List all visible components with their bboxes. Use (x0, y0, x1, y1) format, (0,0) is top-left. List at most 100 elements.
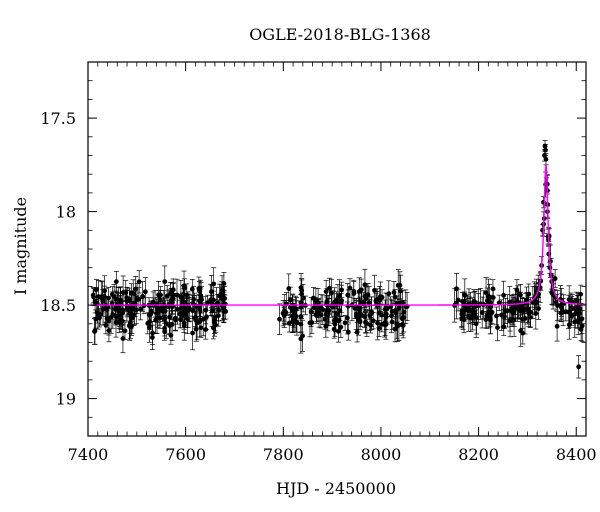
data-point (459, 311, 465, 317)
data-point (342, 320, 348, 326)
data-point (330, 304, 336, 310)
data-point (203, 327, 209, 332)
data-point (106, 328, 112, 333)
data-point (369, 309, 374, 314)
data-point (133, 307, 139, 313)
data-point (298, 300, 304, 306)
data-point (389, 313, 394, 319)
data-point (488, 317, 493, 323)
data-point (363, 296, 369, 302)
data-point (106, 295, 111, 301)
data-point (382, 307, 388, 312)
data-point (211, 281, 217, 287)
plot-frame (87, 61, 587, 437)
data-point (520, 330, 526, 336)
data-point (336, 318, 342, 323)
data-point (113, 319, 119, 325)
data-point (339, 287, 345, 293)
x-tick-label: 8000 (361, 445, 402, 464)
data-point (543, 147, 548, 153)
data-point (193, 315, 198, 320)
data-point (462, 292, 468, 298)
data-point (326, 307, 332, 313)
data-point (108, 314, 114, 320)
data-point (357, 319, 363, 325)
data-point (510, 310, 516, 316)
data-point (100, 307, 106, 312)
data-point (116, 309, 122, 315)
data-point (395, 323, 401, 329)
data-point (494, 313, 499, 319)
data-point (522, 315, 528, 321)
axis-ticks: 7400 7600 7800 8000 8200 8400 17.5 18 18.5 19 (40, 61, 597, 464)
data-point (170, 299, 175, 305)
data-point (113, 279, 119, 285)
data-point (173, 317, 178, 323)
data-point (181, 323, 187, 329)
data-point (104, 307, 109, 312)
data-point (93, 287, 99, 292)
data-point (379, 321, 385, 327)
data-point (146, 325, 152, 330)
x-tick-label: 7600 (165, 445, 206, 464)
data-point (501, 292, 507, 298)
data-point (338, 324, 344, 330)
data-point (323, 289, 329, 295)
data-point (368, 322, 373, 328)
y-tick-label: 17.5 (40, 109, 76, 128)
data-point (167, 323, 172, 329)
data-point (95, 312, 101, 317)
data-point (162, 279, 168, 285)
data-point (162, 308, 168, 314)
data-point (104, 316, 110, 322)
data-point (395, 282, 401, 288)
x-tick-label: 8200 (458, 445, 499, 464)
data-point (213, 322, 219, 328)
data-point (470, 307, 475, 313)
data-point (347, 285, 353, 291)
plot-area (90, 140, 586, 379)
data-point (363, 319, 368, 325)
x-axis-label: HJD - 2450000 (276, 479, 396, 498)
data-point (190, 308, 195, 314)
data-point (298, 321, 304, 327)
data-point (524, 297, 530, 303)
data-point (208, 297, 213, 303)
data-point (120, 336, 126, 341)
data-point (323, 311, 329, 317)
data-point (164, 293, 170, 299)
data-point (293, 314, 299, 319)
data-point (383, 311, 389, 317)
data-point (460, 298, 465, 304)
data-point (344, 315, 350, 321)
x-tick-label: 7400 (68, 445, 109, 464)
data-point (136, 296, 142, 302)
data-point (568, 312, 574, 317)
data-point (543, 156, 549, 162)
data-point (578, 327, 584, 332)
data-point (216, 313, 221, 318)
data-point (189, 286, 195, 292)
data-point (277, 316, 282, 322)
y-tick-label: 18 (56, 203, 76, 222)
data-point (122, 328, 128, 334)
data-point (197, 319, 203, 325)
data-point (124, 296, 130, 302)
data-point (466, 305, 472, 311)
data-point (356, 289, 362, 294)
data-point (345, 292, 351, 298)
data-point (372, 287, 377, 293)
model-curve (90, 164, 586, 306)
data-point (323, 323, 329, 329)
data-point (307, 320, 313, 326)
data-point (142, 289, 148, 295)
data-point (287, 305, 293, 310)
y-axis-label: I magnitude (11, 197, 30, 295)
y-tick-label: 18.5 (40, 296, 76, 315)
data-point (466, 313, 472, 319)
data-point (311, 295, 316, 301)
data-point (109, 292, 115, 298)
data-point (193, 326, 199, 332)
data-point (549, 290, 555, 296)
data-point (203, 307, 209, 313)
